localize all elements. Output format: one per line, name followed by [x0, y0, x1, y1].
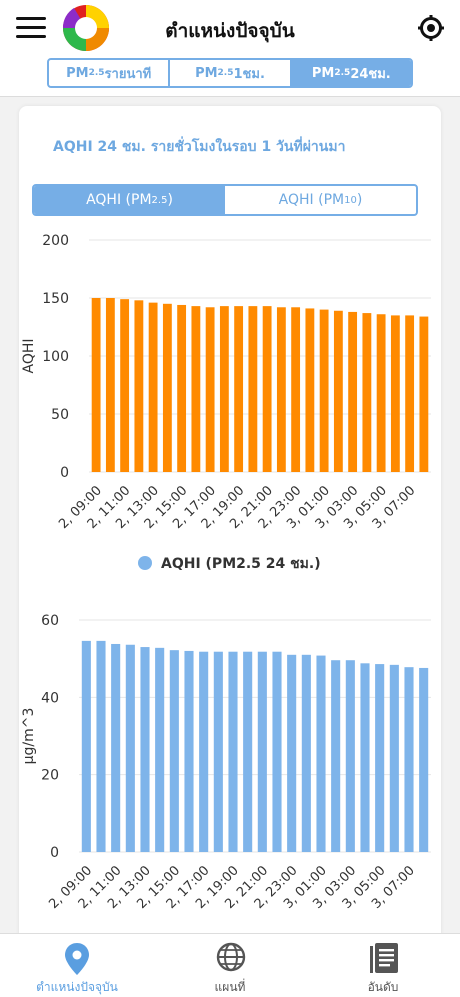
page-title: ตำแหน่งปัจจุบัน [165, 20, 295, 42]
globe-icon [216, 942, 246, 972]
bar [213, 651, 223, 852]
y-axis-title: AQHI [21, 338, 37, 373]
bar [319, 309, 329, 472]
nav-current-location[interactable]: ตำแหน่งปัจจุบัน [17, 934, 137, 997]
bar [404, 667, 414, 852]
bar [331, 660, 341, 852]
hamburger-menu-icon[interactable] [16, 17, 46, 39]
bar [234, 306, 244, 472]
y-tick-label: 200 [42, 233, 69, 249]
bar [291, 307, 301, 472]
bar [125, 644, 135, 852]
bar [375, 664, 385, 852]
legend-marker [138, 556, 152, 570]
bar [305, 308, 315, 472]
bar [272, 651, 282, 852]
bar [376, 314, 386, 472]
bar [81, 640, 91, 852]
bar [276, 307, 286, 472]
app-header: ตำแหน่งปัจจุบัน [0, 0, 460, 56]
app-logo-icon [62, 5, 109, 51]
tab-pm25-1h[interactable]: PM 2.5 1ชม. [170, 60, 292, 86]
legend-label: AQHI (PM2.5 24 ชม.) [161, 556, 321, 572]
bar [96, 640, 106, 852]
y-tick-label: 0 [50, 845, 59, 861]
bar [140, 647, 150, 852]
locate-gps-icon[interactable] [418, 15, 444, 41]
bar [105, 298, 115, 472]
bar [419, 316, 429, 472]
bar [205, 307, 215, 472]
y-tick-label: 50 [51, 407, 69, 423]
ranking-list-icon [370, 943, 398, 973]
bar [360, 663, 370, 852]
bar [389, 664, 399, 852]
bar [120, 299, 130, 472]
bar [162, 303, 172, 472]
bar [148, 302, 158, 472]
y-tick-label: 0 [60, 465, 69, 481]
bar [362, 313, 372, 472]
bar [248, 306, 258, 472]
location-pin-icon [65, 943, 89, 975]
bar [333, 310, 343, 472]
bar [243, 651, 253, 852]
bar [348, 311, 358, 472]
y-tick-label: 100 [42, 349, 69, 365]
bar [262, 306, 272, 472]
bar [199, 651, 209, 852]
nav-label-current-location: ตำแหน่งปัจจุบัน [36, 980, 118, 994]
bar [184, 650, 194, 852]
y-tick-label: 60 [41, 613, 59, 629]
bar [390, 315, 400, 472]
tab-aqhi-pm25[interactable]: AQHI (PM 2.5) [34, 186, 225, 214]
bar [155, 647, 165, 852]
bar [111, 643, 121, 852]
nav-label-map: แผนที่ [214, 980, 246, 994]
bar [191, 306, 201, 472]
bottom-navigation: ตำแหน่งปัจจุบัน แผนที่ อันดับ [0, 933, 460, 997]
bar [219, 306, 229, 472]
y-tick-label: 20 [41, 768, 59, 784]
bar [91, 298, 101, 472]
nav-label-ranking: อันดับ [367, 980, 399, 994]
tab-pm25-24h[interactable]: PM 2.5 24ชม. [291, 60, 411, 86]
y-tick-label: 150 [42, 291, 69, 307]
nav-map[interactable]: แผนที่ [170, 934, 290, 997]
card-title: AQHI 24 ชม. รายชั่วโมงในรอบ 1 วันที่ผ่าน… [53, 139, 346, 155]
bar [169, 650, 179, 852]
bar [301, 654, 311, 852]
bar [316, 655, 326, 852]
bar [419, 667, 429, 852]
bar [345, 660, 355, 852]
bar [287, 654, 297, 852]
y-axis-title: μg/m^3 [21, 708, 37, 765]
y-tick-label: 40 [41, 690, 59, 706]
tab-pm25-minute[interactable]: PM 2.5 รายนาที [49, 60, 171, 86]
bar [177, 304, 187, 472]
pollutant-tabs: AQHI (PM 2.5) AQHI (PM 10) [32, 184, 418, 216]
bar [134, 300, 144, 472]
bar [257, 651, 267, 852]
bar [405, 315, 415, 472]
tab-aqhi-pm10[interactable]: AQHI (PM 10) [278, 192, 363, 208]
nav-ranking[interactable]: อันดับ [323, 934, 443, 997]
aqhi-card: AQHI 24 ชม. รายชั่วโมงในรอบ 1 วันที่ผ่าน… [19, 106, 441, 946]
bar [228, 651, 238, 852]
pm-period-tabs: PM 2.5 รายนาที PM 2.5 1ชม. PM 2.5 24ชม. [0, 56, 460, 97]
